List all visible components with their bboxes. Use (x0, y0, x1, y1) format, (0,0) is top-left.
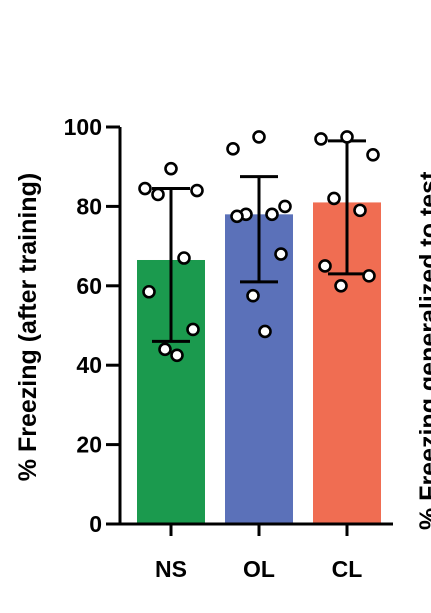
x-tick-label-ol: OL (243, 556, 275, 582)
data-point-ol (274, 247, 288, 261)
data-point-ol (252, 130, 266, 144)
data-point-cl (353, 203, 367, 218)
y-tick-label: 20 (76, 432, 102, 458)
x-tick-label-ns: NS (155, 556, 187, 582)
data-point-cl (314, 132, 328, 146)
data-point-cl (318, 259, 332, 273)
data-point-ns (138, 181, 152, 196)
data-points-layer (138, 130, 380, 363)
data-point-cl (340, 130, 354, 144)
data-point-ns (151, 187, 165, 202)
data-point-cl (327, 191, 341, 206)
y-tick-label: 0 (89, 511, 102, 537)
x-tick-label-cl: CL (332, 556, 363, 582)
data-point-ns (177, 251, 191, 265)
data-point-ol (230, 209, 244, 224)
data-point-cl (366, 147, 380, 162)
data-point-ol (278, 199, 292, 214)
y-tick-label: 80 (76, 193, 102, 219)
data-point-ns (190, 183, 204, 198)
y-tick-label: 60 (76, 273, 102, 299)
adjacent-panel-axis-title: % Freezing generalized to test (415, 171, 431, 530)
data-point-cl (362, 269, 376, 283)
data-point-ol (265, 207, 279, 222)
data-point-ns (142, 284, 156, 299)
axes-layer: 0 20 40 60 80 100 NS OL CL (64, 114, 393, 582)
data-point-ns (158, 342, 172, 357)
y-tick-label: 40 (76, 352, 102, 378)
y-tick-label: 100 (64, 114, 102, 140)
data-point-ns (170, 348, 184, 363)
data-point-ol (226, 142, 240, 156)
data-point-ns (186, 322, 200, 337)
data-point-ol (246, 288, 260, 303)
data-point-ns (164, 161, 178, 176)
data-point-cl (334, 278, 348, 293)
data-point-ol (258, 324, 272, 339)
y-axis-title: % Freezing (after training) (14, 173, 42, 481)
